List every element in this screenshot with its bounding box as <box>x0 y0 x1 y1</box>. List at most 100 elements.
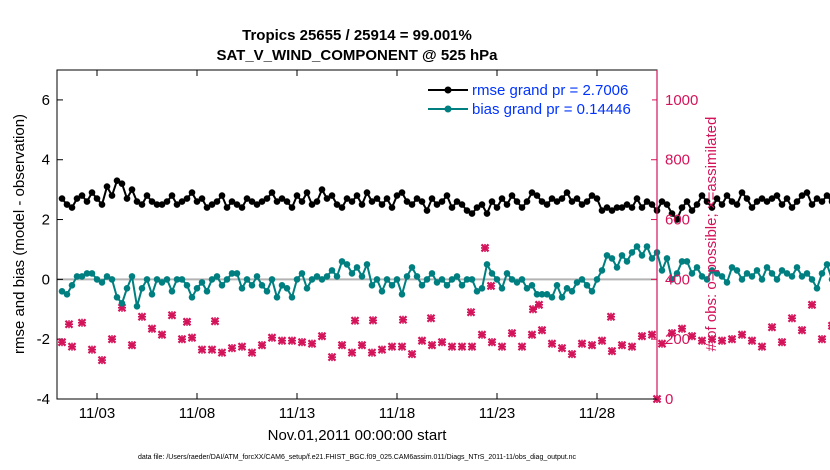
bias-point <box>148 291 156 298</box>
rmse-point <box>98 201 106 208</box>
bias-point <box>123 285 131 292</box>
rmse-point <box>413 195 421 202</box>
bias-point <box>358 273 366 280</box>
rmse-point <box>153 201 161 208</box>
rmse-point <box>58 195 66 202</box>
bias-point <box>518 276 526 283</box>
bias-point <box>243 276 251 283</box>
obs-assimilated-point <box>247 348 257 357</box>
rmse-point <box>603 204 611 211</box>
rmse-point <box>383 195 391 202</box>
bias-point <box>723 279 731 286</box>
bias-point <box>183 282 191 289</box>
rmse-point <box>183 195 191 202</box>
obs-assimilated-point <box>477 330 487 339</box>
bias-point <box>573 279 581 286</box>
rmse-point <box>203 204 211 211</box>
bias-point <box>633 243 641 250</box>
rmse-point <box>273 198 281 205</box>
bias-point <box>683 258 691 265</box>
bias-point <box>728 264 736 271</box>
bias-point <box>188 294 196 301</box>
bias-point <box>528 282 536 289</box>
rmse-point <box>618 204 626 211</box>
rmse-point <box>638 204 646 211</box>
bias-point <box>303 285 311 292</box>
bias-point <box>238 285 246 292</box>
rmse-point <box>73 195 81 202</box>
footer-datafile: data file: /Users/raeder/DAI/ATM_forcXX/… <box>138 454 577 461</box>
rmse-point <box>473 204 481 211</box>
obs-scattered-point <box>64 319 74 329</box>
bias-point <box>388 282 396 289</box>
rmse-point <box>748 204 756 211</box>
obs-scattered-point <box>534 300 544 310</box>
rmse-point <box>658 198 666 205</box>
obs-assimilated-point <box>637 331 647 341</box>
bias-point <box>548 294 556 301</box>
rmse-point <box>623 201 631 208</box>
rmse-point <box>568 198 576 205</box>
bias-point <box>773 276 781 283</box>
bias-point <box>408 264 416 271</box>
bias-point <box>313 273 321 280</box>
rmse-point <box>733 201 741 208</box>
rmse-point <box>193 198 201 205</box>
bias-point <box>553 282 561 289</box>
rmse-point <box>693 201 701 208</box>
rmse-point <box>233 201 241 208</box>
bias-point <box>198 279 206 286</box>
bias-point <box>93 276 101 283</box>
bias-point <box>783 270 791 277</box>
bias-point <box>578 276 586 283</box>
obs-assimilated-point <box>467 342 477 351</box>
rmse-point <box>368 198 376 205</box>
rmse-point <box>283 198 291 205</box>
rmse-point <box>298 198 306 205</box>
obs-assimilated-point <box>647 330 657 339</box>
bias-point <box>693 264 701 271</box>
y-right-tick-label: 600 <box>665 212 690 229</box>
rmse-point <box>758 195 766 202</box>
rmse-point <box>268 189 276 196</box>
rmse-point <box>428 195 436 202</box>
rmse-point <box>408 201 416 208</box>
rmse-point <box>793 198 801 205</box>
rmse-point <box>118 180 126 187</box>
rmse-point <box>493 204 501 211</box>
bias-point <box>763 264 771 271</box>
bias-point <box>473 288 481 295</box>
bias-point <box>58 288 66 295</box>
bias-point <box>688 270 696 277</box>
bias-point <box>83 270 91 277</box>
rmse-point <box>448 204 456 211</box>
y-right-tick-label: 800 <box>665 152 690 169</box>
rmse-point <box>713 195 721 202</box>
chart-title-line1: Tropics 25655 / 25914 = 99.001% <box>242 27 472 44</box>
plot-background <box>57 70 657 399</box>
bias-point <box>393 276 401 283</box>
rmse-point <box>403 198 411 205</box>
bias-point <box>363 261 371 268</box>
obs-assimilated-point <box>607 346 617 356</box>
rmse-point <box>778 201 786 208</box>
x-tick-label: 11/08 <box>179 405 215 422</box>
rmse-point <box>643 198 651 205</box>
y-axis-label-left: rmse and bias (model - observation) <box>11 114 28 354</box>
obs-assimilated-point <box>407 349 417 359</box>
obs-assimilated-point <box>587 340 597 350</box>
bias-point <box>673 270 681 277</box>
rmse-point <box>208 201 216 208</box>
rmse-point <box>363 189 371 196</box>
rmse-point <box>303 189 311 196</box>
bias-point <box>768 270 776 277</box>
bias-point <box>668 276 676 283</box>
obs-assimilated-point <box>797 325 807 335</box>
bias-point <box>78 273 86 280</box>
obs-assimilated-point <box>787 313 797 323</box>
rmse-point <box>393 192 401 199</box>
obs-assimilated-point <box>437 337 447 347</box>
rmse-point <box>518 204 526 211</box>
y-left-tick-labels: -4 -2 0 2 4 6 <box>37 92 50 408</box>
rmse-point <box>358 201 366 208</box>
